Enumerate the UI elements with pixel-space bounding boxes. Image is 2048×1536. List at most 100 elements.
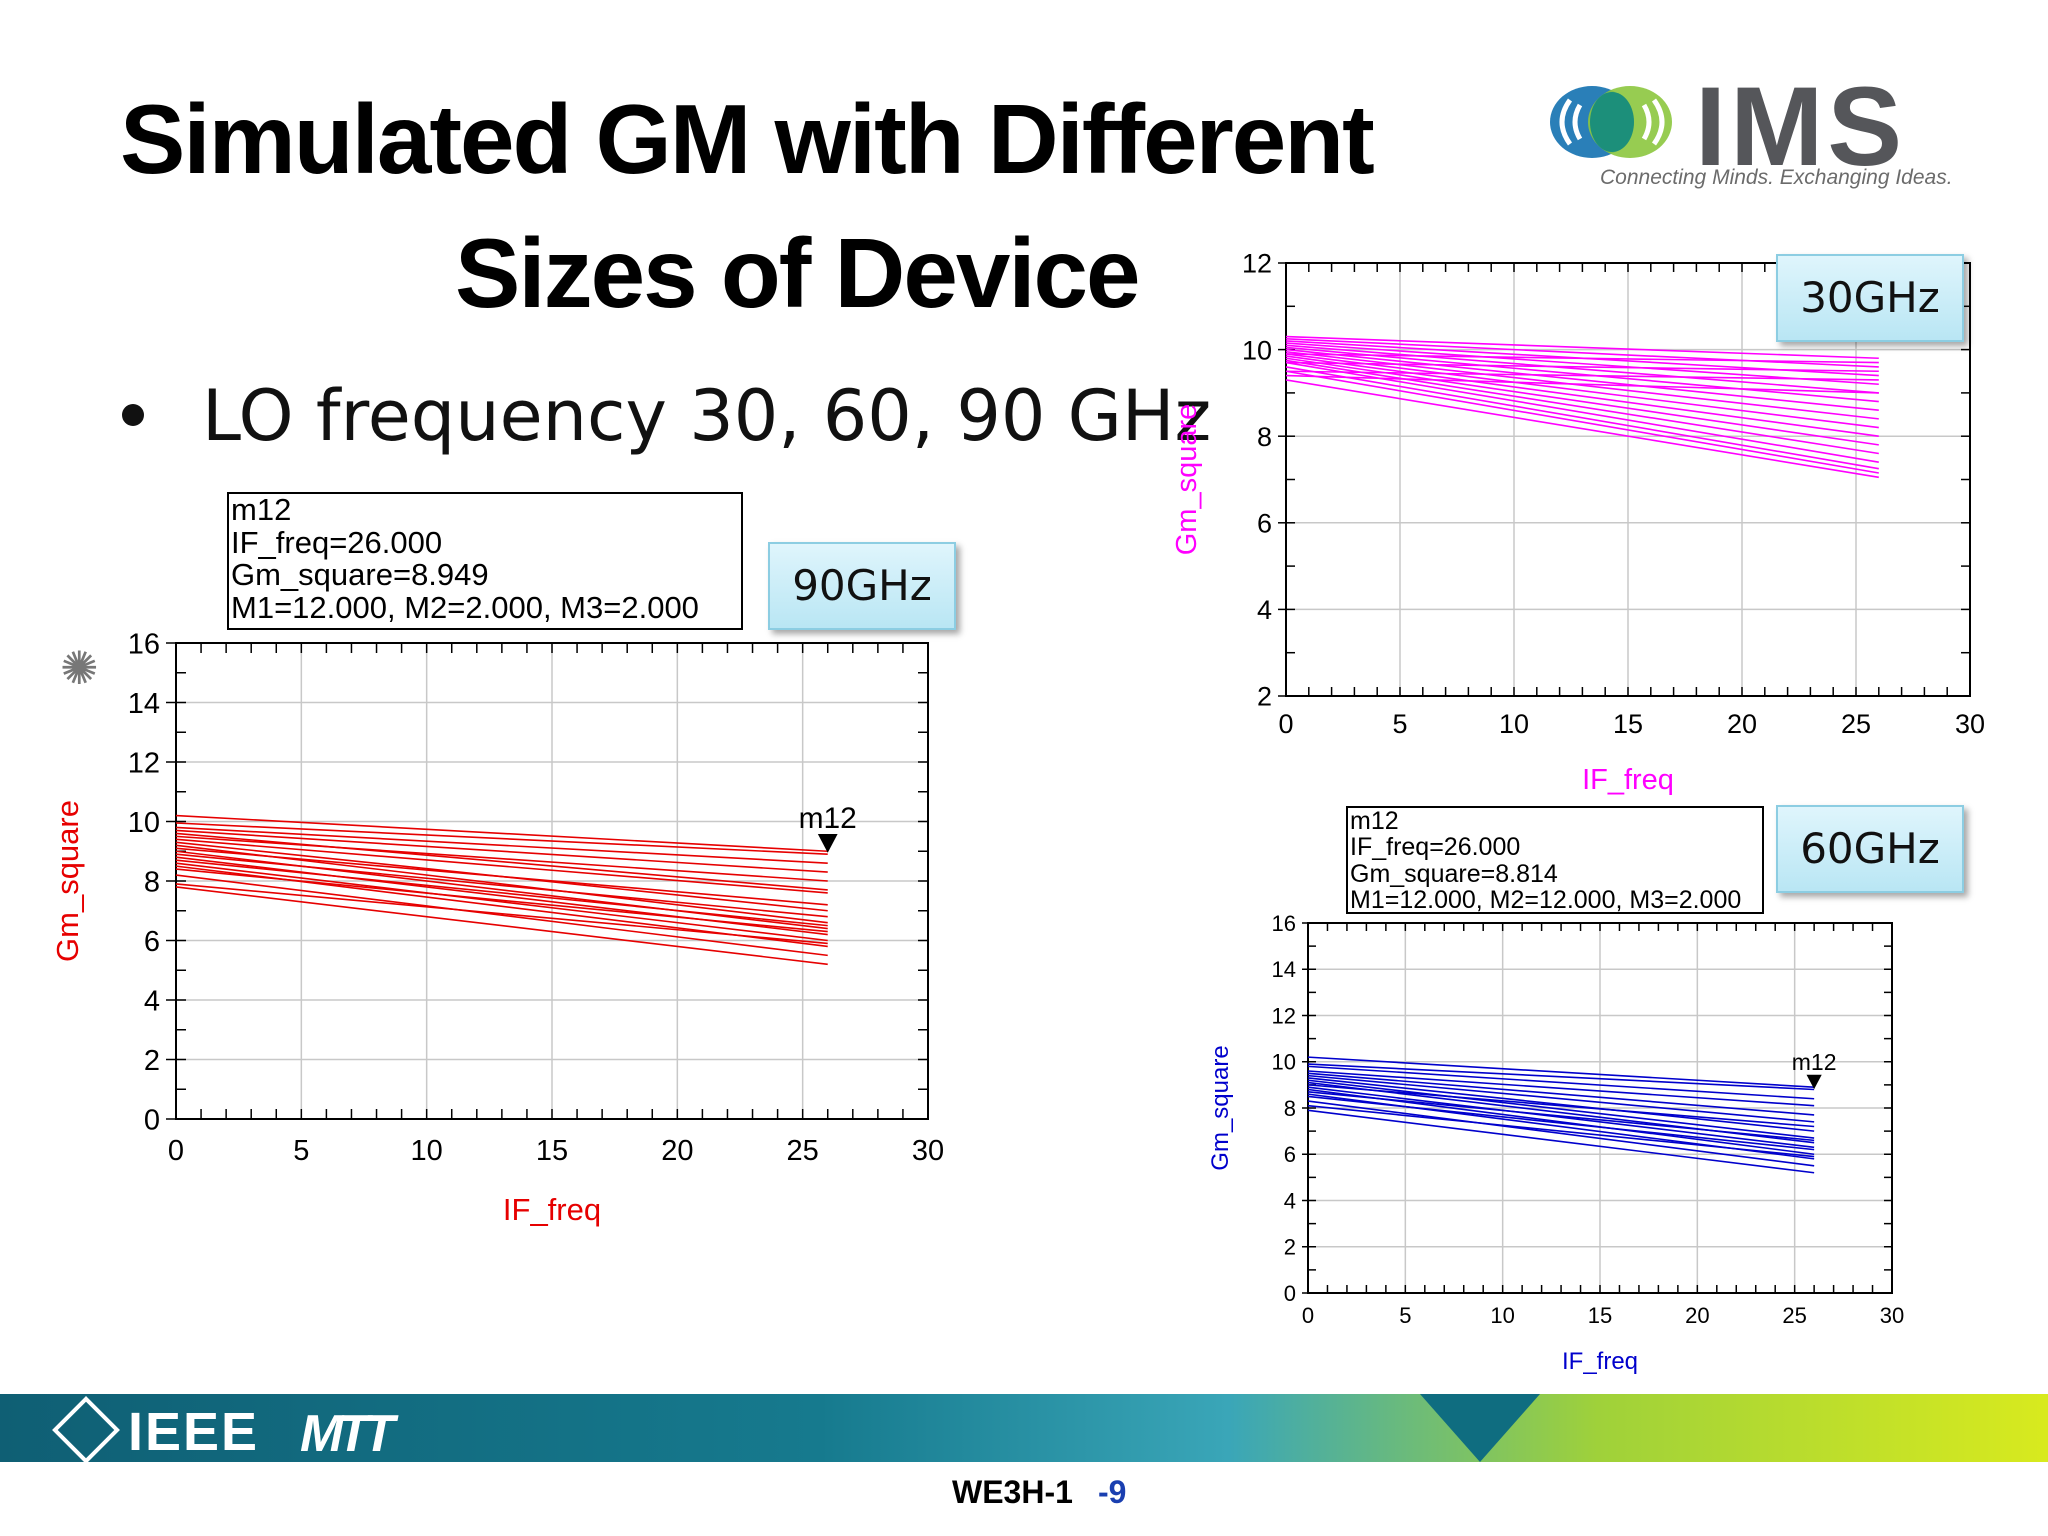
chart30-x-tick-label: 0 [1278, 709, 1293, 739]
chart60-x-tick-label: 5 [1399, 1303, 1411, 1328]
chart90-y-tick-label: 12 [128, 747, 160, 779]
chart90-y-tick-label: 8 [144, 866, 160, 898]
chart60-y-tick-label: 14 [1272, 957, 1296, 982]
chart90-series-line [175, 835, 828, 882]
ims-logo-tagline: Connecting Minds. Exchanging Ideas. [1600, 166, 1953, 189]
chart30-series-line [1285, 355, 1879, 437]
chart90-series-line [175, 859, 828, 927]
chart30-plot-frame [1285, 262, 1971, 697]
slide-title-line2: Sizes of Device [455, 218, 1141, 328]
chart60-marker-label: m12 [1792, 1049, 1837, 1075]
chart30-series-line [1285, 353, 1879, 364]
chart60-y-tick-label: 4 [1284, 1188, 1296, 1213]
ims-speech-bubbles-icon [1550, 86, 1672, 158]
chart30-x-tick-label: 30 [1955, 709, 1985, 739]
chart60-series-line [1307, 1074, 1815, 1123]
chart60-x-tick-label: 30 [1880, 1303, 1904, 1328]
chart60-y-tick-label: 10 [1272, 1050, 1296, 1075]
mtt-logo-icon: MTT [300, 1405, 395, 1463]
chart60-series-line [1307, 1084, 1815, 1128]
ieee-logo-text: IEEE [128, 1402, 260, 1462]
chart90-x-tick-label: 5 [293, 1135, 309, 1167]
chart90-series-line [175, 829, 828, 873]
chart30-series-line [1285, 353, 1879, 429]
chart30-y-tick-label: 6 [1257, 509, 1272, 539]
chart60-series-line [1307, 1104, 1815, 1158]
chart60-series-line [1307, 1063, 1815, 1091]
chart60-series-line [1307, 1086, 1815, 1149]
chart60-y-tick-label: 2 [1284, 1235, 1296, 1260]
chart30-x-tick-label: 15 [1613, 709, 1643, 739]
chart60-series-line [1307, 1100, 1815, 1167]
chart30-y-tick-label: 12 [1242, 249, 1272, 279]
chart30-x-tick-label: 5 [1392, 709, 1407, 739]
chart90-series-line [175, 862, 828, 942]
chart90-y-tick-label: 6 [144, 926, 160, 958]
chart30-series-line [1285, 374, 1879, 394]
chart60-series-line [1307, 1070, 1815, 1107]
slide-id: WE3H-1 [952, 1474, 1073, 1510]
chart60-y-tick-label: 0 [1284, 1281, 1296, 1306]
chart60-y-tick-label: 16 [1272, 911, 1296, 936]
agilent-spark-icon: ✺ [60, 642, 99, 694]
page-number: -9 [1098, 1474, 1127, 1510]
chart90-y-tick-label: 10 [128, 807, 160, 839]
chart90-series-line [175, 822, 828, 856]
badge-90ghz: 90GHz [768, 542, 956, 630]
chart90-marker-label: m12 [799, 802, 857, 835]
chart60-y-tick-label: 6 [1284, 1142, 1296, 1167]
chart30-series-line [1285, 344, 1879, 394]
chart60-series-line [1307, 1077, 1815, 1132]
chart90-x-tick-label: 0 [168, 1135, 184, 1167]
marker-line: Gm_square=8.814 [1350, 859, 1558, 888]
marker-line: m12 [231, 492, 292, 527]
chart60-series-line [1307, 1072, 1815, 1116]
chart90-series-line [175, 868, 828, 933]
chart60-x-tick-label: 25 [1782, 1303, 1806, 1328]
ieee-diamond-icon [52, 1395, 120, 1464]
chart90-series-line [175, 838, 828, 894]
chart30-series-line [1285, 379, 1879, 479]
chart60-marker-triangle-icon [1806, 1074, 1822, 1090]
chart30-series-line [1285, 348, 1879, 412]
chart90-x-tick-label: 30 [912, 1135, 944, 1167]
chart90-series-line [175, 847, 828, 906]
chart90-x-tick-label: 25 [787, 1135, 819, 1167]
chart90-series-line [175, 886, 828, 966]
chart30-series-line [1285, 342, 1879, 386]
marker-line: IF_freq=26.000 [231, 524, 443, 560]
chart60-series-line [1307, 1095, 1815, 1151]
chart90-y-tick-label: 14 [128, 688, 160, 720]
marker-line: m12 [1350, 807, 1399, 835]
chart90-x-axis-label: IF_freq [503, 1192, 601, 1227]
marker-line: M1=12.000, M2=12.000, M3=2.000 [1350, 885, 1742, 914]
marker-line: M1=12.000, M2=2.000, M3=2.000 [231, 589, 699, 625]
chart30-series-line [1285, 361, 1879, 373]
marker-line: Gm_square=8.949 [231, 557, 489, 593]
chart60-y-tick-label: 8 [1284, 1096, 1296, 1121]
chart30-y-tick-label: 8 [1257, 422, 1272, 452]
badge-30ghz: 30GHz [1776, 254, 1964, 342]
chart90-y-tick-label: 2 [144, 1045, 160, 1077]
footer-band [0, 1394, 2048, 1462]
chart90-x-tick-label: 20 [661, 1135, 693, 1167]
chart90-y-axis-label: Gm_square [50, 800, 85, 962]
marker-readout-90ghz: m12 IF_freq=26.000 Gm_square=8.949 M1=12… [227, 492, 743, 630]
chart30-series-line [1285, 366, 1879, 470]
chart30-x-axis-label: IF_freq [1582, 764, 1674, 796]
chart90-y-tick-label: 4 [144, 985, 160, 1017]
chart30-series-line [1285, 359, 1879, 455]
bullet-item: LO frequency 30, 60, 90 GHz [122, 375, 1211, 457]
chart90-series-line [175, 874, 828, 957]
chart60-y-tick-label: 12 [1272, 1003, 1296, 1028]
chart60-x-tick-label: 20 [1685, 1303, 1709, 1328]
marker-readout-60ghz: m12 IF_freq=26.000 Gm_square=8.814 M1=12… [1346, 806, 1764, 914]
chart90-y-tick-label: 0 [144, 1104, 160, 1136]
chart30-y-tick-label: 10 [1242, 335, 1272, 365]
chart30-series-line [1285, 337, 1879, 368]
chart30-series-line [1285, 335, 1879, 360]
chart60-series-line [1307, 1079, 1815, 1139]
ims-logo: IMS Connecting Minds. Exchanging Ideas. [1540, 64, 1980, 200]
chart60-series-line [1307, 1091, 1815, 1142]
